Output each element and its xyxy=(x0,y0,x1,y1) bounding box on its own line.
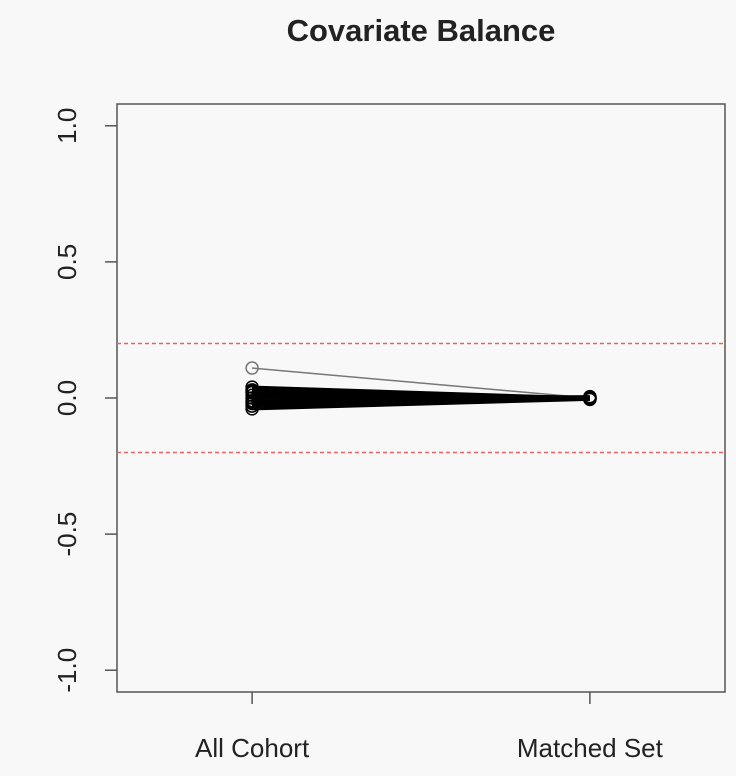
y-tick-label: -0.5 xyxy=(52,512,82,557)
chart-title: Covariate Balance xyxy=(287,13,556,48)
point xyxy=(245,361,259,375)
y-tick-label: 0.5 xyxy=(52,244,82,280)
y-tick-label: 0.0 xyxy=(52,380,82,416)
series-line xyxy=(252,367,590,399)
series-line xyxy=(252,397,590,411)
y-tick-label: -1.0 xyxy=(52,648,82,693)
point xyxy=(583,392,597,407)
x-tick-label: Matched Set xyxy=(517,733,664,763)
x-tick-label: All Cohort xyxy=(195,733,310,763)
point xyxy=(245,402,259,416)
y-tick-label: 1.0 xyxy=(52,108,82,144)
series-line xyxy=(252,396,590,408)
